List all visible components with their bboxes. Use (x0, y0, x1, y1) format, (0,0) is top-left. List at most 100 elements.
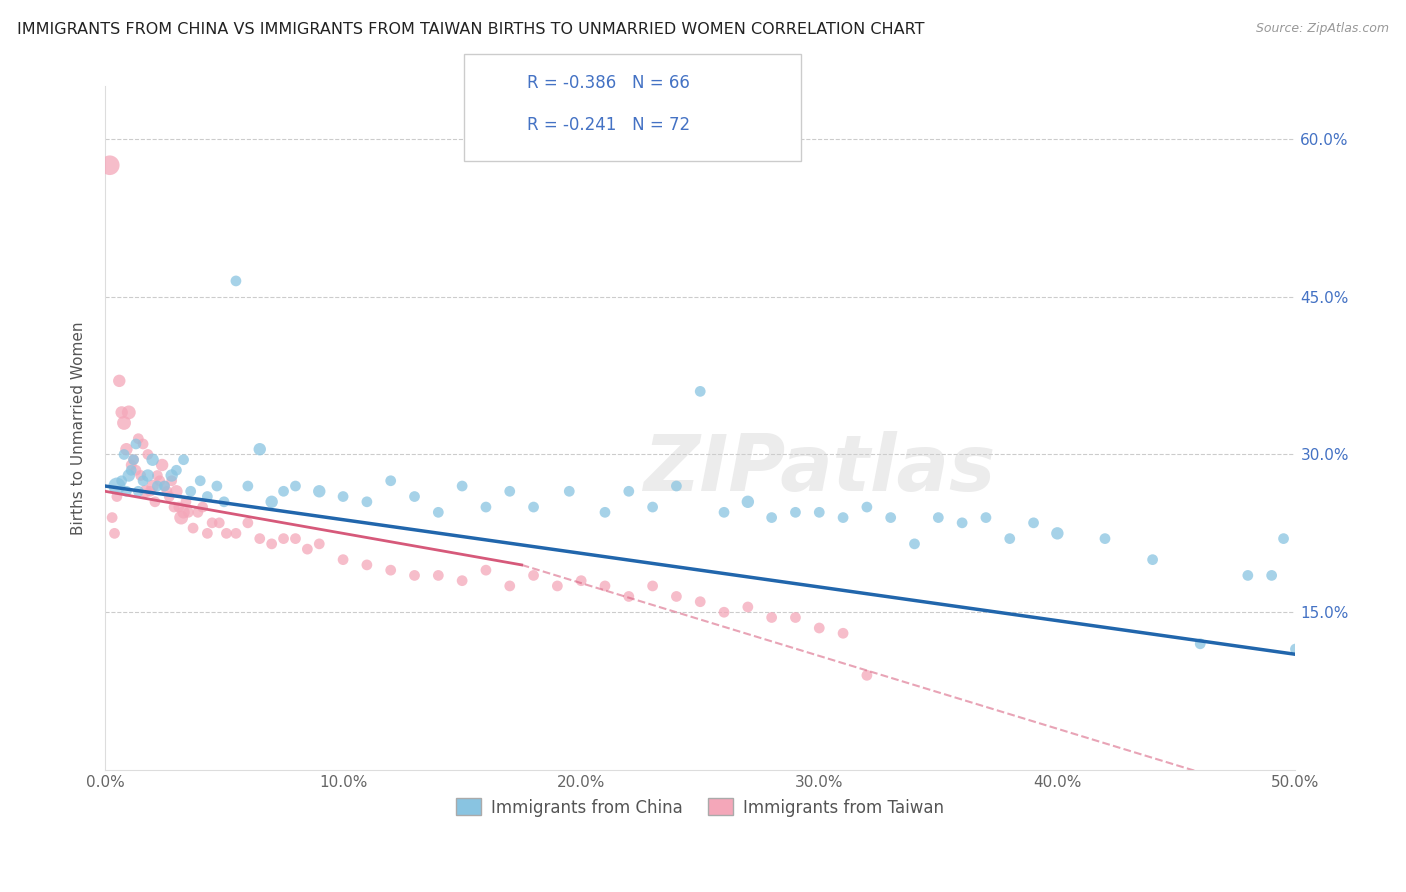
Point (127, 484, 149, 499)
Point (191, 500, 214, 514)
Point (1272, 532, 1295, 546)
Point (105, 490, 128, 504)
Point (950, 516, 973, 530)
Point (593, 505, 616, 519)
Point (641, 500, 664, 514)
Point (273, 484, 295, 499)
Point (112, 416, 135, 430)
Point (1094, 532, 1116, 546)
Point (195, 526, 218, 541)
Point (208, 516, 231, 530)
Point (118, 405, 141, 419)
Y-axis label: Births to Unmarried Women: Births to Unmarried Women (72, 321, 86, 535)
Point (181, 521, 204, 535)
Point (297, 542, 319, 557)
Point (832, 626, 855, 640)
Point (165, 484, 187, 499)
Point (499, 579, 522, 593)
Point (1142, 552, 1164, 566)
Point (173, 505, 195, 519)
Point (120, 458, 142, 472)
Point (142, 479, 165, 493)
Point (927, 510, 949, 524)
Point (111, 474, 134, 488)
Point (195, 490, 218, 504)
Point (215, 526, 238, 541)
Point (132, 437, 155, 451)
Point (160, 474, 183, 488)
Point (146, 468, 169, 483)
Point (427, 505, 450, 519)
Point (761, 510, 783, 524)
Point (641, 579, 664, 593)
Point (451, 574, 474, 588)
Point (273, 532, 295, 546)
Point (163, 500, 186, 514)
Point (108, 374, 131, 388)
Point (1022, 516, 1045, 530)
Point (115, 484, 138, 499)
Point (187, 505, 209, 519)
Text: R = -0.386   N = 66: R = -0.386 N = 66 (527, 74, 690, 92)
Point (974, 510, 997, 524)
Point (249, 532, 271, 546)
Point (153, 479, 176, 493)
Point (260, 537, 283, 551)
Point (115, 442, 138, 457)
Point (617, 484, 640, 499)
Point (112, 447, 135, 461)
Point (856, 668, 879, 682)
Point (201, 516, 224, 530)
Point (569, 574, 592, 588)
Point (593, 579, 616, 593)
Point (125, 437, 148, 451)
Point (308, 484, 330, 499)
Point (808, 621, 831, 635)
Point (475, 563, 498, 577)
Point (356, 495, 378, 509)
Point (689, 595, 711, 609)
Point (156, 484, 179, 499)
Point (665, 590, 688, 604)
Point (832, 510, 855, 524)
Point (122, 452, 145, 467)
Point (205, 479, 228, 493)
Point (143, 495, 166, 509)
Point (132, 474, 155, 488)
Point (105, 479, 128, 493)
Point (522, 500, 544, 514)
Point (737, 599, 759, 614)
Text: ZIPatlas: ZIPatlas (643, 431, 995, 508)
Point (103, 526, 125, 541)
Point (332, 552, 354, 566)
Point (118, 468, 141, 483)
Point (120, 463, 142, 477)
Point (332, 490, 354, 504)
Point (212, 495, 235, 509)
Point (125, 463, 148, 477)
Point (785, 610, 807, 624)
Text: R = -0.241   N = 72: R = -0.241 N = 72 (527, 116, 690, 134)
Point (1237, 568, 1260, 582)
Point (98, 158, 121, 172)
Point (149, 474, 172, 488)
Point (236, 479, 259, 493)
Point (101, 510, 124, 524)
Point (404, 490, 426, 504)
Point (499, 484, 522, 499)
Point (225, 526, 247, 541)
Point (451, 479, 474, 493)
Point (136, 447, 159, 461)
Point (139, 484, 162, 499)
Point (111, 405, 134, 419)
Point (284, 532, 307, 546)
Point (146, 479, 169, 493)
Point (475, 500, 498, 514)
Point (236, 516, 259, 530)
Point (761, 610, 783, 624)
Point (380, 474, 402, 488)
Point (174, 495, 197, 509)
Point (150, 458, 173, 472)
Point (308, 537, 330, 551)
Point (737, 495, 759, 509)
